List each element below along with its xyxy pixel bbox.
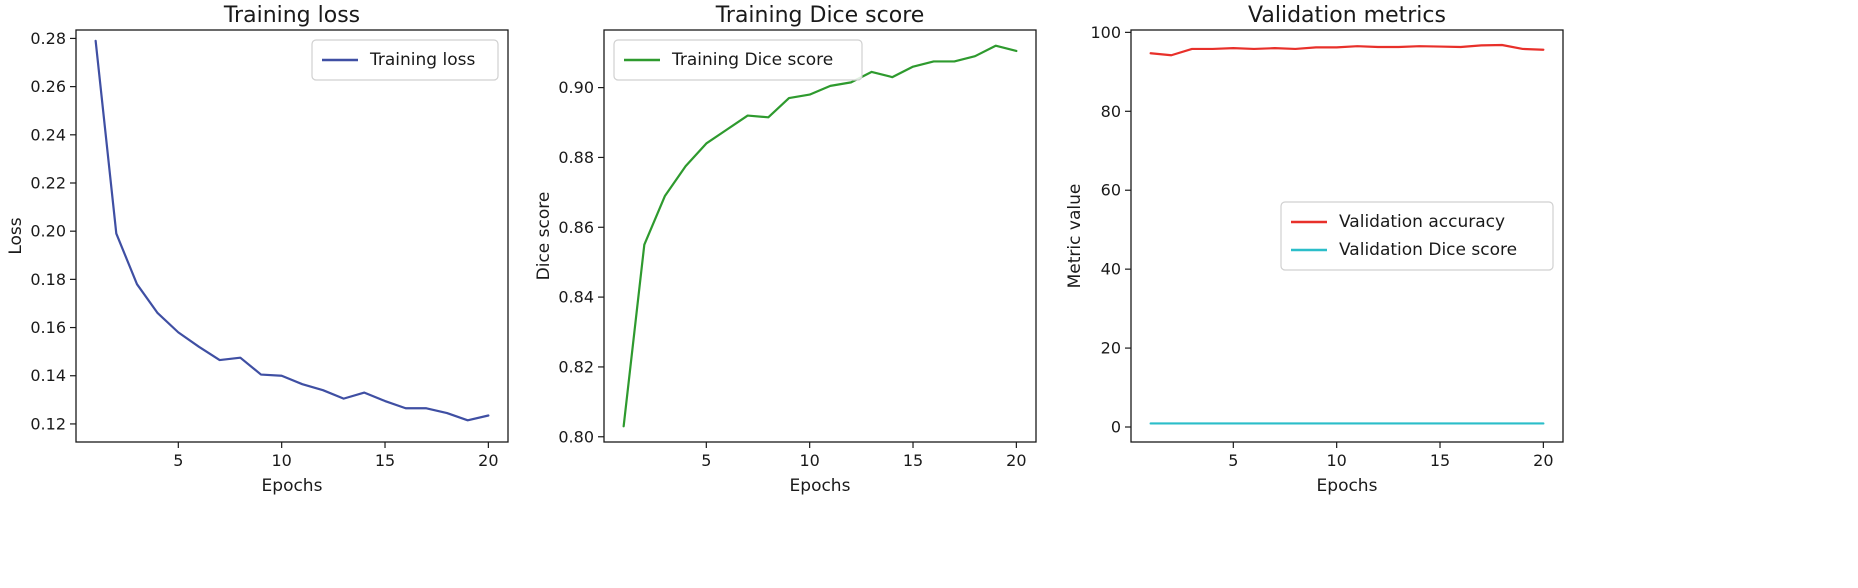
y-tick-label: 0.86 xyxy=(558,218,594,237)
series-line-1 xyxy=(94,39,490,422)
legend-label: Training Dice score xyxy=(671,50,833,70)
plot-frame xyxy=(75,29,509,443)
training-loss-panel: Training loss Epochs Loss 5 10 15 20 0.12 0.1… xyxy=(6,3,509,496)
legend-label: Validation accuracy xyxy=(1339,212,1505,232)
x-axis-label: Epochs xyxy=(1317,476,1378,496)
y-tick-label: 20 xyxy=(1101,339,1121,358)
series-lines xyxy=(94,39,490,422)
series-lines xyxy=(1149,43,1545,425)
axis-ticks: 5 10 15 20 0.12 0.14 0.16 0.18 0.20 0.22 0.24 0.26 0… xyxy=(30,29,498,470)
y-tick-label: 0 xyxy=(1111,418,1121,437)
training-dice-panel: Training Dice score Epochs Dice score 5 1… xyxy=(534,3,1037,496)
y-tick-label: 40 xyxy=(1101,260,1121,279)
y-tick-label: 0.12 xyxy=(30,414,66,433)
legend-box xyxy=(613,39,863,81)
y-tick-label: 0.16 xyxy=(30,318,66,337)
axis-ticks: 5 10 15 20 0 20 40 60 80 100 xyxy=(1090,23,1553,470)
panel-title: Training loss xyxy=(223,3,360,28)
y-tick-label: 0.22 xyxy=(30,173,66,192)
series-line-1 xyxy=(622,44,1018,428)
y-tick-label: 0.80 xyxy=(558,427,594,446)
x-tick-label: 10 xyxy=(799,451,819,470)
x-tick-label: 20 xyxy=(1006,451,1026,470)
x-tick-label: 20 xyxy=(1533,451,1553,470)
plot-frame xyxy=(603,29,1037,443)
series-line-1 xyxy=(1149,43,1545,57)
x-axis-label: Epochs xyxy=(790,476,851,496)
x-tick-label: 15 xyxy=(375,451,395,470)
x-axis-label: Epochs xyxy=(262,476,323,496)
legend-label: Validation Dice score xyxy=(1339,240,1517,260)
x-tick-label: 10 xyxy=(1326,451,1346,470)
y-tick-label: 0.18 xyxy=(30,270,66,289)
y-tick-label: 100 xyxy=(1090,23,1121,42)
y-tick-label: 0.88 xyxy=(558,148,594,167)
y-tick-label: 0.20 xyxy=(30,222,66,241)
y-tick-label: 0.82 xyxy=(558,357,594,376)
y-tick-label: 0.26 xyxy=(30,77,66,96)
x-tick-label: 15 xyxy=(903,451,923,470)
y-axis-label: Dice score xyxy=(534,192,554,281)
x-tick-label: 5 xyxy=(701,451,711,470)
x-tick-label: 10 xyxy=(271,451,291,470)
y-tick-label: 0.14 xyxy=(30,366,66,385)
y-axis-label: Metric value xyxy=(1065,184,1085,289)
axis-ticks: 5 10 15 20 0.80 0.82 0.84 0.86 0.88 0.90 xyxy=(558,78,1026,470)
y-tick-label: 0.90 xyxy=(558,78,594,97)
legend: Training Dice score xyxy=(613,39,863,81)
legend-box xyxy=(311,39,499,81)
x-tick-label: 5 xyxy=(173,451,183,470)
x-tick-label: 15 xyxy=(1430,451,1450,470)
y-tick-label: 80 xyxy=(1101,102,1121,121)
legend: Training loss xyxy=(311,39,499,81)
y-tick-label: 60 xyxy=(1101,181,1121,200)
plot-frame xyxy=(1130,29,1564,443)
y-axis-label: Loss xyxy=(6,217,26,254)
y-tick-label: 0.24 xyxy=(30,125,66,144)
panel-title: Validation metrics xyxy=(1248,3,1446,28)
series-lines xyxy=(622,44,1018,428)
x-tick-label: 20 xyxy=(478,451,498,470)
validation-metrics-panel: Validation metrics Epochs Metric value 5… xyxy=(1065,3,1564,496)
legend-label: Training loss xyxy=(369,50,475,70)
panel-title: Training Dice score xyxy=(715,3,925,28)
y-tick-label: 0.84 xyxy=(558,288,594,307)
legend: Validation accuracy Validation Dice score xyxy=(1280,201,1554,271)
y-tick-label: 0.28 xyxy=(30,29,66,48)
x-tick-label: 5 xyxy=(1228,451,1238,470)
legend-box xyxy=(1280,201,1554,271)
